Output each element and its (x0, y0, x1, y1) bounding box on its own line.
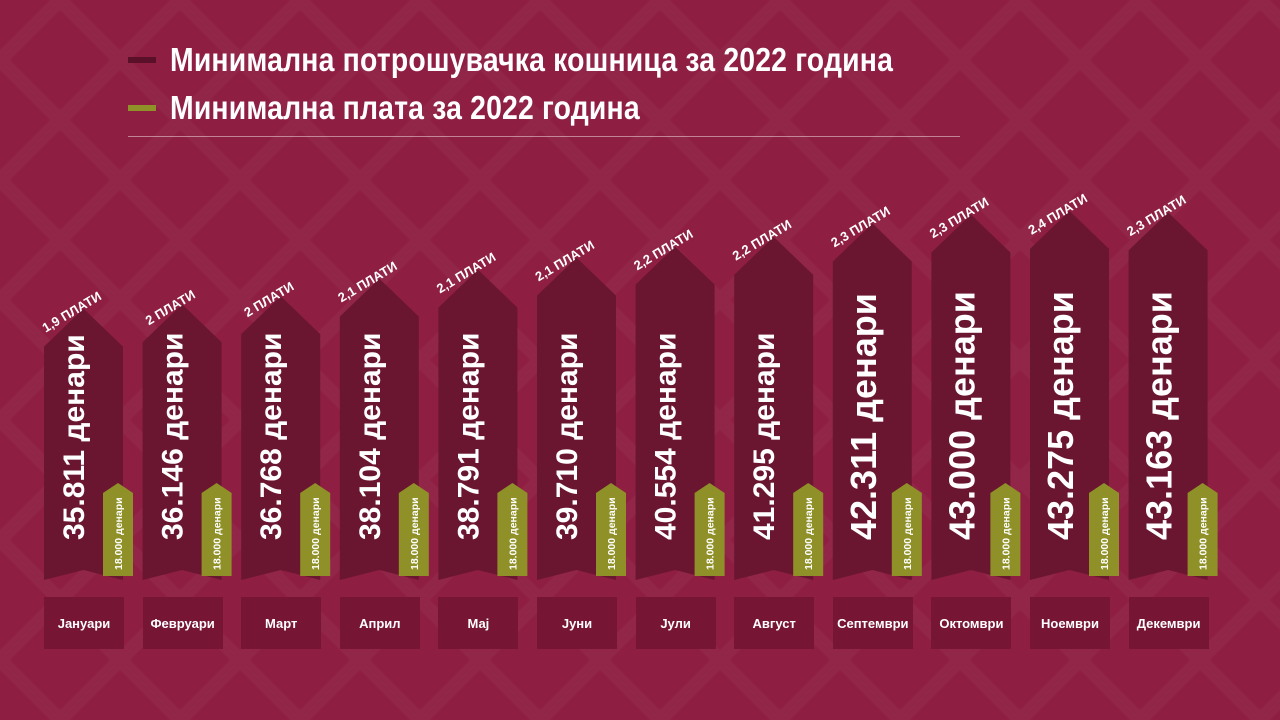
basket-value-label: 38.104 денари (354, 333, 387, 540)
wage-value-label: 18.000 денари (1099, 497, 1111, 570)
basket-value-label: 39.710 денари (551, 333, 584, 540)
wage-value-label: 18.000 денари (705, 497, 717, 570)
wage-bar (793, 483, 824, 576)
basket-value-label: 38.791 денари (452, 333, 485, 540)
legend-item-basket: Минимална потрошувачка кошница за 2022 г… (128, 36, 1011, 84)
wage-bar (201, 483, 232, 576)
month-label: Септември (832, 597, 913, 649)
legend-swatch-basket (128, 57, 156, 63)
wage-value-label: 18.000 денари (803, 497, 815, 570)
month-label: Декември (1128, 597, 1209, 649)
basket-value-label: 43.275 денари (1040, 291, 1081, 540)
basket-bar (931, 214, 1011, 580)
wage-bar (398, 483, 429, 576)
basket-value-label: 35.811 денари (58, 334, 91, 540)
basket-value-label: 40.554 денари (650, 333, 683, 540)
basket-bar (1030, 210, 1109, 580)
wage-bar (300, 483, 331, 576)
month-label: Јуни (537, 597, 617, 649)
legend-swatch-wage (128, 105, 156, 111)
wage-bar (596, 483, 626, 576)
wage-value-label: 18.000 денари (310, 497, 322, 570)
legend-divider (128, 136, 960, 137)
wage-bar (497, 483, 528, 576)
legend-item-wage: Минимална плата за 2022 година (128, 84, 1011, 132)
wage-value-label: 18.000 денари (1198, 497, 1210, 570)
wage-value-label: 18.000 денари (113, 497, 125, 570)
legend-label-wage: Минимална плата за 2022 година (170, 89, 640, 126)
month-label: Ноември (1030, 597, 1110, 649)
wage-value-label: 18.000 денари (409, 497, 421, 570)
month-label: Февруари (142, 597, 223, 649)
month-label: Април (339, 597, 420, 649)
wage-bar (891, 483, 922, 576)
basket-value-label: 43.000 денари (941, 291, 982, 540)
basket-bar (832, 223, 912, 581)
basket-bar (1128, 212, 1208, 581)
basket-value-label: 42.311 денари (843, 293, 884, 540)
wage-bar (694, 483, 725, 576)
month-label: Август (734, 597, 815, 649)
wage-value-label: 18.000 денари (507, 497, 519, 570)
month-label: Март (241, 597, 322, 649)
wage-value-label: 18.000 денари (212, 497, 224, 570)
basket-value-label: 36.768 денари (255, 333, 288, 540)
legend-label-basket: Минимална потрошувачка кошница за 2022 г… (170, 41, 894, 78)
wage-bar (103, 483, 133, 576)
wage-bar (1089, 483, 1119, 576)
legend: Минимална потрошувачка кошница за 2022 г… (128, 36, 1011, 132)
wage-value-label: 18.000 денари (1000, 497, 1012, 570)
month-label: Јануари (44, 597, 124, 649)
wage-bar (990, 483, 1021, 576)
month-label: Јули (635, 597, 716, 649)
wage-value-label: 18.000 денари (606, 497, 618, 570)
month-label: Октомври (931, 597, 1012, 649)
month-label: Мај (438, 597, 519, 649)
wage-value-label: 18.000 денари (902, 497, 914, 570)
wage-bar (1187, 483, 1218, 576)
basket-value-label: 41.295 денари (748, 333, 781, 540)
basket-value-label: 36.146 денари (157, 333, 190, 540)
basket-value-label: 43.163 денари (1139, 291, 1180, 540)
